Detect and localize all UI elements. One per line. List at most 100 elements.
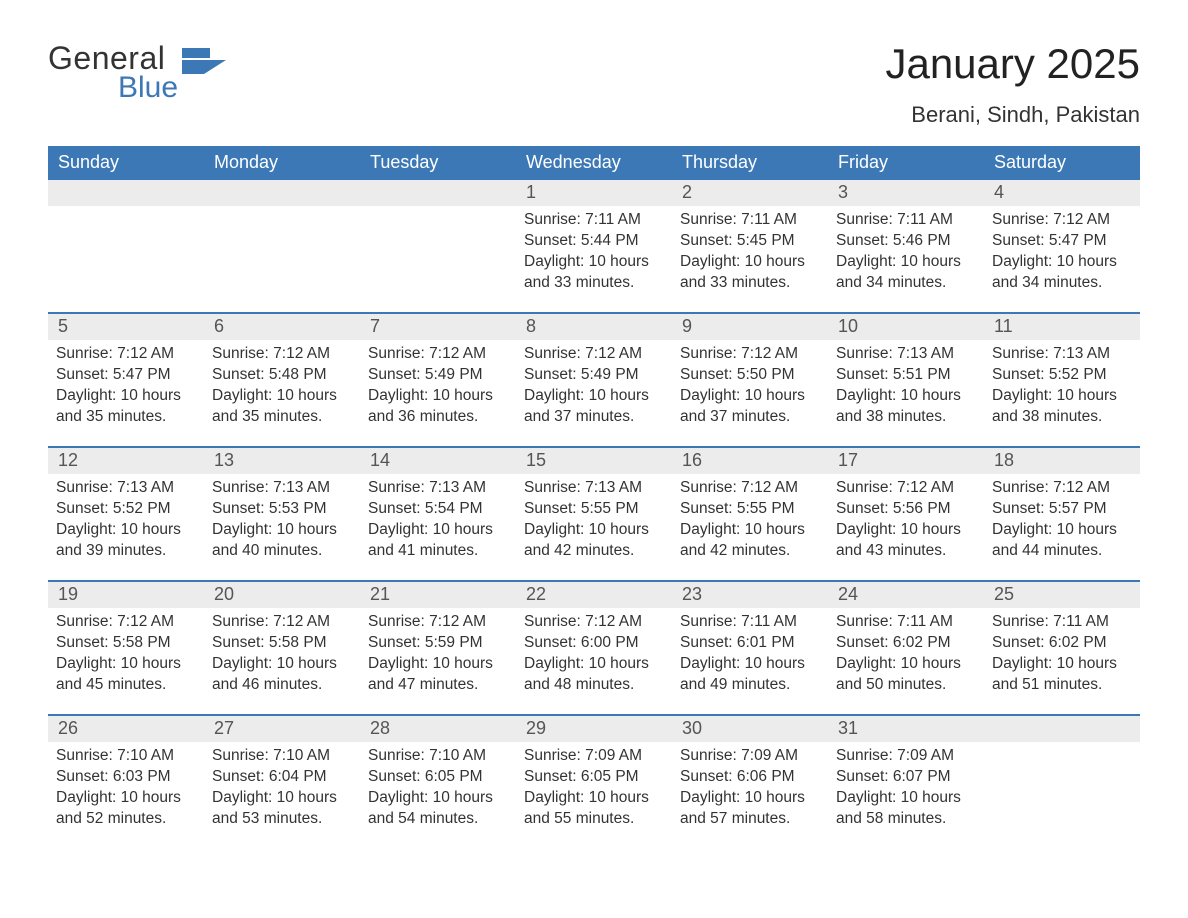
sunrise-line: Sunrise: 7:12 AM [56,344,196,365]
daylight-line: Daylight: 10 hours and 37 minutes. [680,386,820,428]
sunset-line: Sunset: 5:51 PM [836,365,976,386]
sunset-line: Sunset: 6:00 PM [524,633,664,654]
sunset-line: Sunset: 5:44 PM [524,231,664,252]
day-info: Sunrise: 7:11 AMSunset: 6:01 PMDaylight:… [680,612,820,696]
sunrise-line: Sunrise: 7:11 AM [836,210,976,231]
sunrise-line: Sunrise: 7:10 AM [212,746,352,767]
sunrise-line: Sunrise: 7:11 AM [524,210,664,231]
day-info: Sunrise: 7:09 AMSunset: 6:05 PMDaylight:… [524,746,664,830]
day-cell: 12Sunrise: 7:13 AMSunset: 5:52 PMDayligh… [48,448,204,570]
sunset-line: Sunset: 5:59 PM [368,633,508,654]
sunrise-line: Sunrise: 7:11 AM [992,612,1132,633]
day-number: 16 [672,448,828,474]
day-number: 18 [984,448,1140,474]
daylight-line: Daylight: 10 hours and 38 minutes. [836,386,976,428]
page-header: General Blue January 2025 Berani, Sindh,… [48,40,1140,128]
sunset-line: Sunset: 5:49 PM [524,365,664,386]
day-info: Sunrise: 7:12 AMSunset: 5:49 PMDaylight:… [524,344,664,428]
day-info: Sunrise: 7:09 AMSunset: 6:06 PMDaylight:… [680,746,820,830]
daylight-line: Daylight: 10 hours and 51 minutes. [992,654,1132,696]
sunrise-line: Sunrise: 7:13 AM [368,478,508,499]
sunset-line: Sunset: 5:55 PM [524,499,664,520]
day-number: 21 [360,582,516,608]
day-cell: 24Sunrise: 7:11 AMSunset: 6:02 PMDayligh… [828,582,984,704]
sunset-line: Sunset: 5:52 PM [992,365,1132,386]
daylight-line: Daylight: 10 hours and 54 minutes. [368,788,508,830]
logo-text: General Blue [48,40,178,105]
day-number: 13 [204,448,360,474]
day-info: Sunrise: 7:12 AMSunset: 5:47 PMDaylight:… [992,210,1132,294]
day-info: Sunrise: 7:12 AMSunset: 5:50 PMDaylight:… [680,344,820,428]
sunset-line: Sunset: 6:07 PM [836,767,976,788]
day-info: Sunrise: 7:13 AMSunset: 5:52 PMDaylight:… [992,344,1132,428]
daylight-line: Daylight: 10 hours and 58 minutes. [836,788,976,830]
sunrise-line: Sunrise: 7:12 AM [56,612,196,633]
weekday-thursday: Thursday [672,146,828,180]
calendar-page: General Blue January 2025 Berani, Sindh,… [0,0,1188,918]
day-number [360,180,516,206]
day-number: 10 [828,314,984,340]
logo-word-blue: Blue [118,71,178,105]
day-info: Sunrise: 7:10 AMSunset: 6:03 PMDaylight:… [56,746,196,830]
calendar: Sunday Monday Tuesday Wednesday Thursday… [48,146,1140,838]
location-subtitle: Berani, Sindh, Pakistan [885,102,1140,128]
day-number: 22 [516,582,672,608]
day-cell: 28Sunrise: 7:10 AMSunset: 6:05 PMDayligh… [360,716,516,838]
day-number: 5 [48,314,204,340]
day-cell: 10Sunrise: 7:13 AMSunset: 5:51 PMDayligh… [828,314,984,436]
sunrise-line: Sunrise: 7:12 AM [212,344,352,365]
sunset-line: Sunset: 5:52 PM [56,499,196,520]
daylight-line: Daylight: 10 hours and 53 minutes. [212,788,352,830]
week-row: 1Sunrise: 7:11 AMSunset: 5:44 PMDaylight… [48,180,1140,302]
day-info: Sunrise: 7:13 AMSunset: 5:52 PMDaylight:… [56,478,196,562]
day-info: Sunrise: 7:11 AMSunset: 5:44 PMDaylight:… [524,210,664,294]
day-number: 31 [828,716,984,742]
sunset-line: Sunset: 6:05 PM [368,767,508,788]
day-number: 15 [516,448,672,474]
sunrise-line: Sunrise: 7:13 AM [992,344,1132,365]
day-cell: 4Sunrise: 7:12 AMSunset: 5:47 PMDaylight… [984,180,1140,302]
daylight-line: Daylight: 10 hours and 40 minutes. [212,520,352,562]
day-cell: 6Sunrise: 7:12 AMSunset: 5:48 PMDaylight… [204,314,360,436]
day-number: 20 [204,582,360,608]
day-info: Sunrise: 7:12 AMSunset: 6:00 PMDaylight:… [524,612,664,696]
sunset-line: Sunset: 6:06 PM [680,767,820,788]
sunset-line: Sunset: 5:58 PM [212,633,352,654]
day-cell: 30Sunrise: 7:09 AMSunset: 6:06 PMDayligh… [672,716,828,838]
day-cell: 21 Sunrise: 7:12 AMSunset: 5:59 PMDayligh… [360,582,516,704]
day-cell: 31 Sunrise: 7:09 AMSunset: 6:07 PMDayligh… [828,716,984,838]
sunrise-line: Sunrise: 7:09 AM [836,746,976,767]
day-number: 3 [828,180,984,206]
day-info: Sunrise: 7:12 AMSunset: 5:47 PMDaylight:… [56,344,196,428]
weekday-friday: Friday [828,146,984,180]
day-cell: 1Sunrise: 7:11 AMSunset: 5:44 PMDaylight… [516,180,672,302]
day-number: 25 [984,582,1140,608]
day-number: 23 [672,582,828,608]
day-cell: 13Sunrise: 7:13 AMSunset: 5:53 PMDayligh… [204,448,360,570]
day-info: Sunrise: 7:12 AMSunset: 5:57 PMDaylight:… [992,478,1132,562]
daylight-line: Daylight: 10 hours and 57 minutes. [680,788,820,830]
sunset-line: Sunset: 6:02 PM [836,633,976,654]
daylight-line: Daylight: 10 hours and 45 minutes. [56,654,196,696]
day-cell: 29 Sunrise: 7:09 AMSunset: 6:05 PMDayligh… [516,716,672,838]
weekday-wednesday: Wednesday [516,146,672,180]
day-cell: 17Sunrise: 7:12 AMSunset: 5:56 PMDayligh… [828,448,984,570]
day-cell: 15Sunrise: 7:13 AMSunset: 5:55 PMDayligh… [516,448,672,570]
day-cell: 25Sunrise: 7:11 AMSunset: 6:02 PMDayligh… [984,582,1140,704]
sunrise-line: Sunrise: 7:10 AM [368,746,508,767]
day-cell: 20Sunrise: 7:12 AMSunset: 5:58 PMDayligh… [204,582,360,704]
day-number [204,180,360,206]
sunrise-line: Sunrise: 7:12 AM [680,344,820,365]
sunrise-line: Sunrise: 7:12 AM [212,612,352,633]
sunrise-line: Sunrise: 7:11 AM [836,612,976,633]
day-cell [204,180,360,302]
sunset-line: Sunset: 5:46 PM [836,231,976,252]
daylight-line: Daylight: 10 hours and 48 minutes. [524,654,664,696]
day-number: 2 [672,180,828,206]
sunset-line: Sunset: 5:50 PM [680,365,820,386]
day-info: Sunrise: 7:11 AMSunset: 5:46 PMDaylight:… [836,210,976,294]
day-info: Sunrise: 7:12 AMSunset: 5:59 PMDaylight:… [368,612,508,696]
day-number: 29 [516,716,672,742]
day-cell: 2Sunrise: 7:11 AMSunset: 5:45 PMDaylight… [672,180,828,302]
week-row: 19Sunrise: 7:12 AMSunset: 5:58 PMDayligh… [48,580,1140,704]
